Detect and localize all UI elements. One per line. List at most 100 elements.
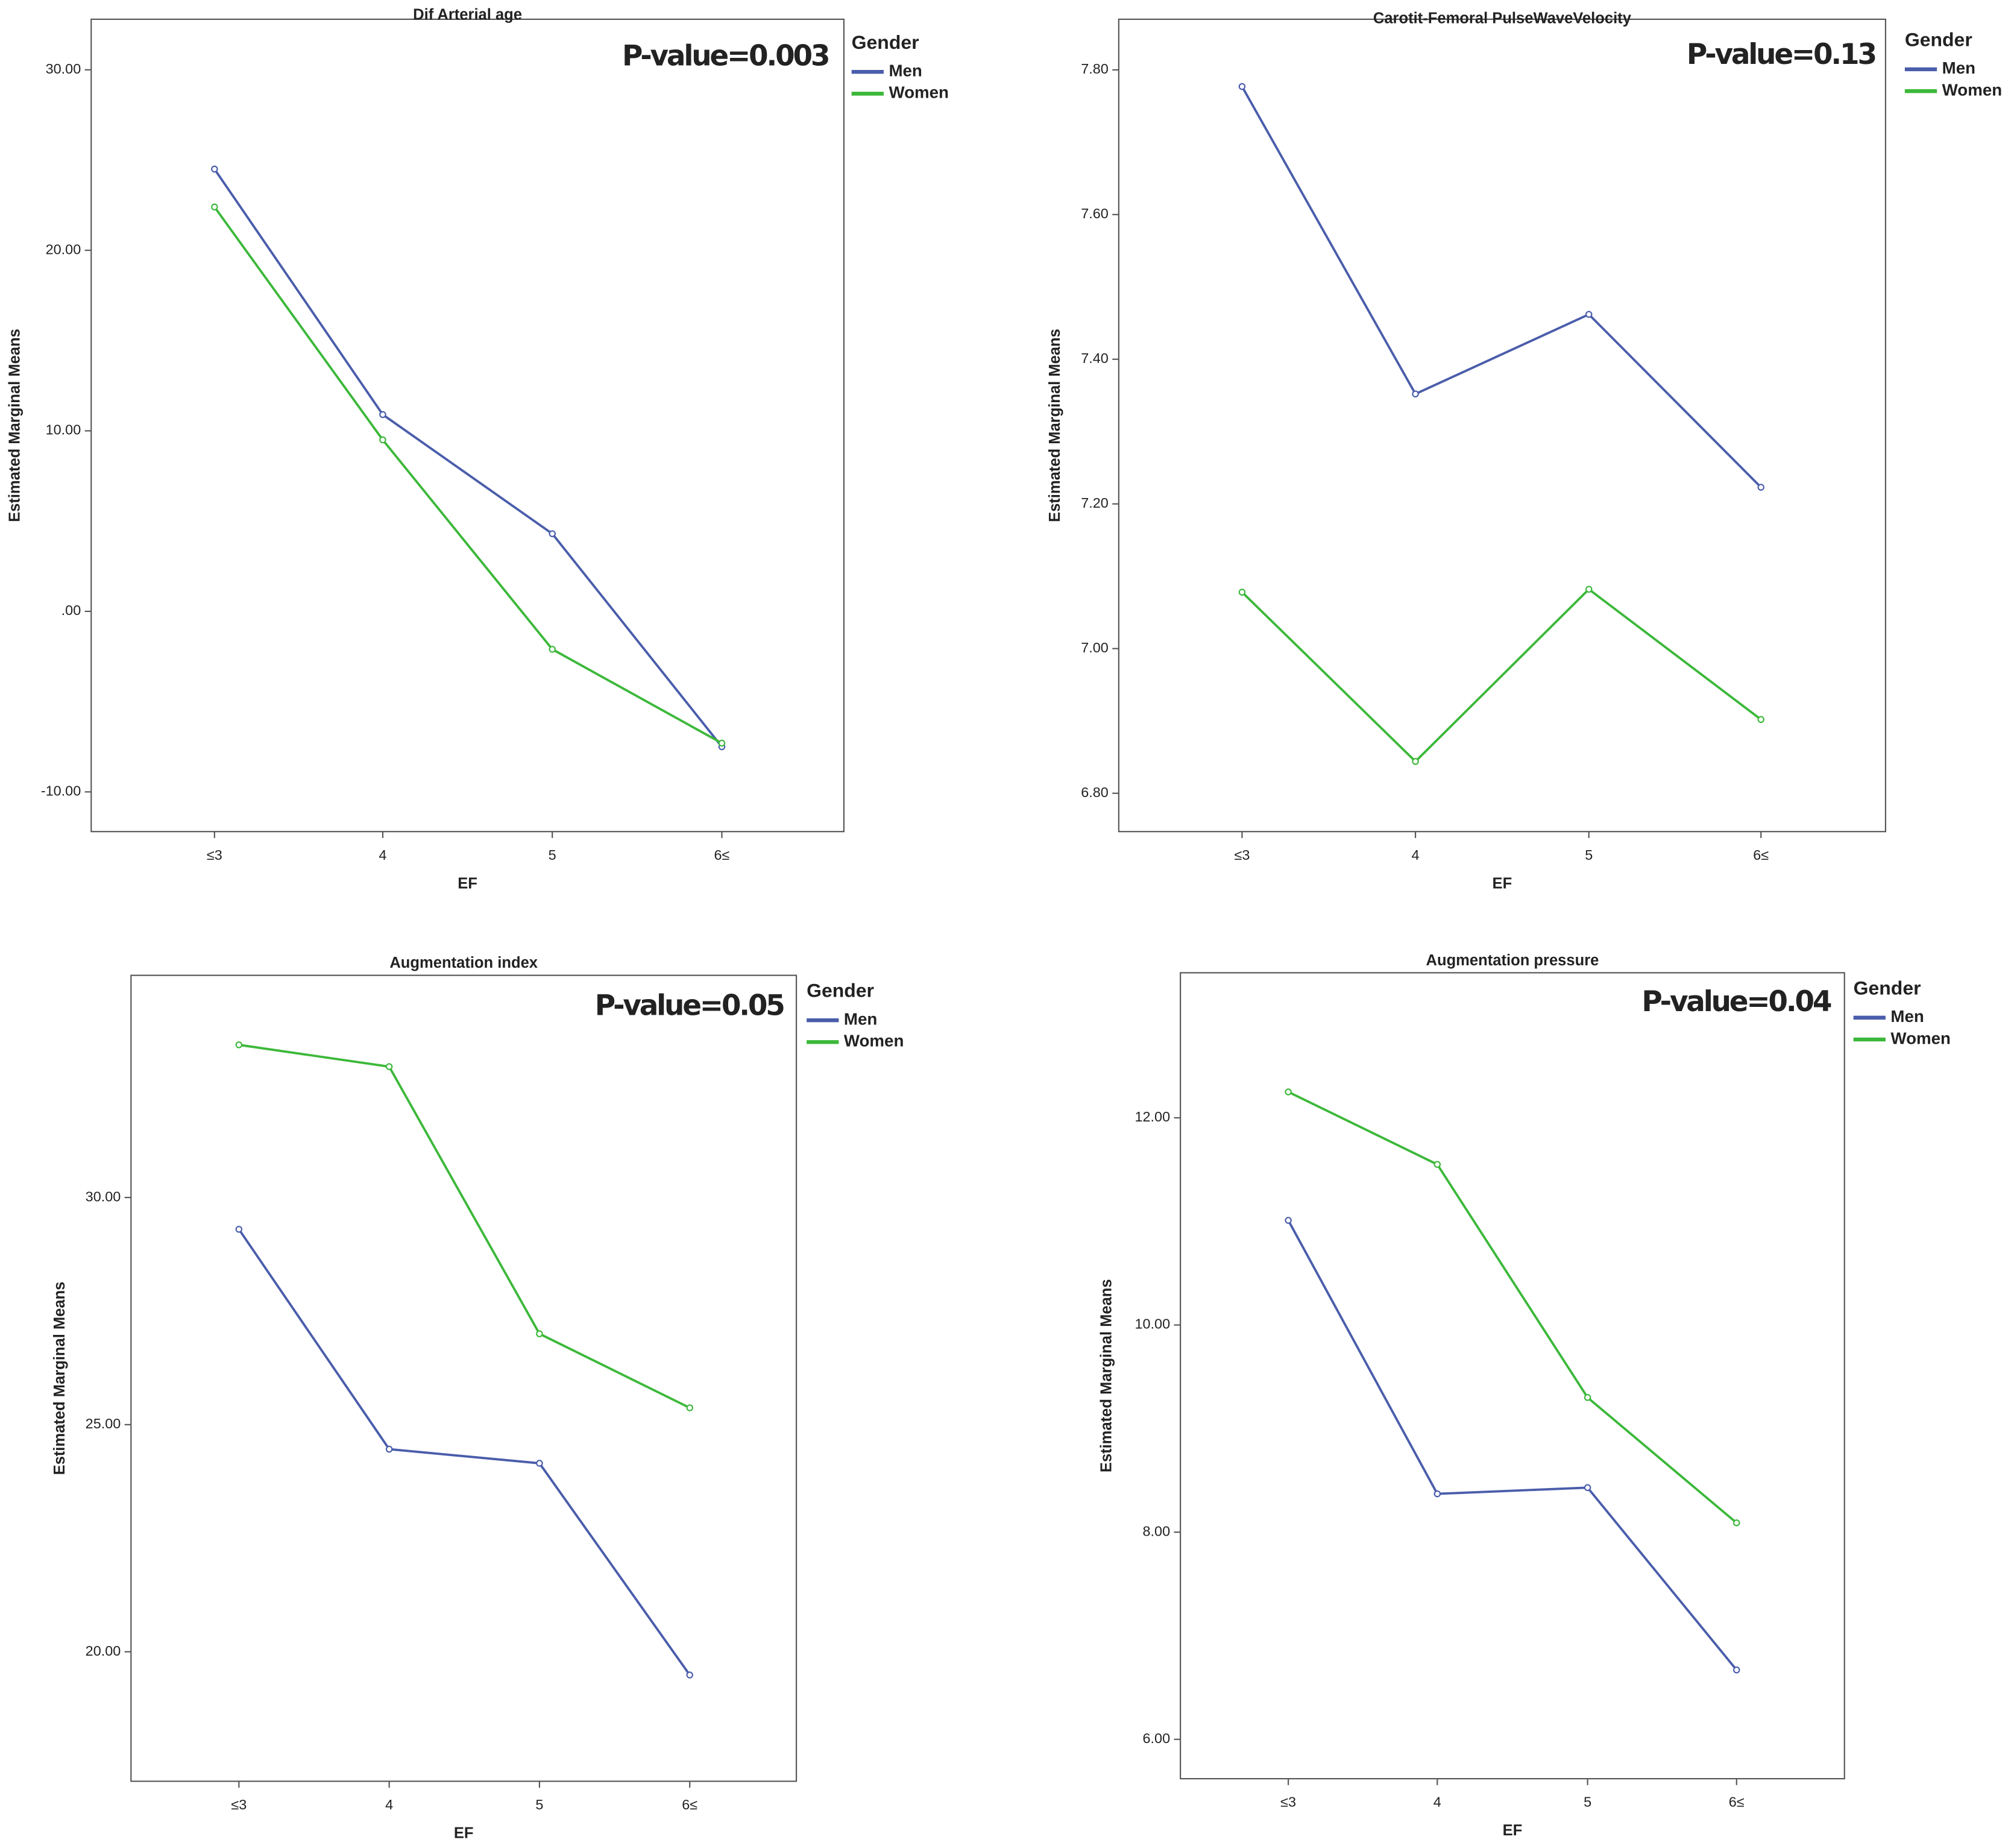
y-axis-label: Estimated Marginal Means <box>1098 1279 1115 1472</box>
x-axis-label: EF <box>1503 1822 1523 1839</box>
x-axis-label: EF <box>454 1824 474 1841</box>
y-tick-label: 7.20 <box>1081 495 1109 511</box>
plot-frame <box>130 974 798 1782</box>
chart-title: Carotit-Femoral PulseWaveVelocity <box>1373 10 1632 27</box>
y-tick-label: 10.00 <box>1134 1316 1170 1332</box>
legend-label: Men <box>889 61 922 80</box>
plot-frame <box>1180 972 1845 1780</box>
panel: Carotit-Femoral PulseWaveVelocity 7.80 7.6… <box>1046 10 2002 892</box>
legend-title: Gender <box>852 31 919 53</box>
chart-title: Augmentation index <box>389 954 538 971</box>
data-point <box>211 165 218 173</box>
x-axis-label: EF <box>1493 875 1512 892</box>
data-point <box>1285 1088 1292 1096</box>
y-tick-label: -10.00 <box>41 783 81 799</box>
data-point <box>235 1041 243 1049</box>
annotation: P-value=0.003 <box>622 40 828 72</box>
y-tick-label: 7.80 <box>1081 61 1109 77</box>
panel: Augmentation pressure 12.00 10.00 8.00 6.00 ≤… <box>1098 952 1950 1839</box>
x-tick-label: 4 <box>379 847 386 863</box>
annotation: P-value=0.04 <box>1641 986 1831 1018</box>
legend-label: Women <box>844 1032 904 1050</box>
y-tick-label: 6.80 <box>1081 784 1109 800</box>
legend-label: Women <box>1890 1029 1950 1047</box>
data-point <box>549 646 556 653</box>
x-tick-label: 5 <box>1585 847 1593 863</box>
data-point <box>1733 1519 1740 1527</box>
series-line <box>213 206 723 745</box>
x-tick-label: 5 <box>535 1797 543 1812</box>
data-point <box>1412 758 1419 765</box>
legend-label: Men <box>1942 58 1975 77</box>
x-tick-label: 5 <box>549 847 556 863</box>
x-tick-label: ≤3 <box>207 847 222 863</box>
data-point <box>235 1226 243 1233</box>
panel: Augmentation index 30.00 25.00 20.00 ≤3 4 5 6≤ E… <box>51 954 904 1841</box>
data-point <box>718 739 726 747</box>
data-point <box>1285 1217 1292 1224</box>
plot-frame <box>1118 18 1886 833</box>
y-tick-label: 30.00 <box>86 1188 121 1204</box>
annotation: P-value=0.05 <box>595 989 784 1022</box>
data-point <box>1757 484 1764 491</box>
data-point <box>1757 716 1764 724</box>
data-point <box>385 1063 393 1070</box>
x-tick-label: 6≤ <box>714 847 730 863</box>
x-tick-label: 4 <box>1433 1794 1441 1810</box>
legend-label: Men <box>1890 1007 1924 1026</box>
data-point <box>549 530 556 537</box>
plot-frame <box>90 18 845 833</box>
y-tick-label: 6.00 <box>1143 1730 1171 1746</box>
x-tick-label: 4 <box>1412 847 1420 863</box>
y-tick-label: .00 <box>61 602 81 618</box>
y-tick-label: 30.00 <box>46 61 81 77</box>
x-tick-label: ≤3 <box>1280 1794 1296 1810</box>
data-point <box>379 411 386 418</box>
x-tick-label: ≤3 <box>231 1797 247 1812</box>
data-point <box>1584 1484 1591 1492</box>
data-point <box>379 436 386 444</box>
data-point <box>1585 311 1593 318</box>
series-line <box>1288 1091 1737 1524</box>
y-tick-label: 20.00 <box>46 241 81 257</box>
x-tick-label: 6≤ <box>682 1797 697 1812</box>
series-line <box>238 1228 691 1676</box>
data-point <box>211 203 218 211</box>
y-tick-label: 8.00 <box>1143 1523 1171 1539</box>
data-point <box>1238 588 1246 596</box>
chart-title: Dif Arterial age <box>413 6 522 23</box>
y-tick-label: 7.60 <box>1081 206 1109 221</box>
legend-label: Women <box>889 83 948 102</box>
series-line <box>1241 86 1762 488</box>
series-line <box>239 1044 691 1409</box>
y-tick-label: 7.40 <box>1081 350 1109 366</box>
legend-label: Women <box>1942 80 2002 99</box>
y-tick-label: 20.00 <box>86 1643 121 1659</box>
data-point <box>385 1445 393 1453</box>
panel: Dif Arterial age 30.00 20.00 10.00 .00 -10.00… <box>6 6 949 892</box>
y-axis-label: Estimated Marginal Means <box>6 329 23 522</box>
data-point <box>686 1404 693 1411</box>
x-tick-label: ≤3 <box>1234 847 1250 863</box>
data-point <box>1412 390 1419 398</box>
data-point <box>1433 1490 1441 1498</box>
legend-title: Gender <box>1854 977 1921 999</box>
y-tick-label: 7.00 <box>1081 640 1109 655</box>
data-point <box>1585 585 1593 593</box>
y-tick-label: 12.00 <box>1134 1109 1170 1124</box>
x-tick-label: 6≤ <box>1729 1794 1745 1810</box>
series-line <box>1287 1220 1738 1671</box>
series-line <box>213 168 723 748</box>
series-line <box>1241 587 1762 763</box>
y-tick-label: 25.00 <box>86 1416 121 1431</box>
legend-label: Men <box>844 1009 877 1028</box>
data-point <box>536 1330 543 1337</box>
y-tick-label: 10.00 <box>46 422 81 438</box>
data-point <box>686 1671 693 1679</box>
data-point <box>1238 83 1246 90</box>
legend-title: Gender <box>807 980 874 1001</box>
x-axis-label: EF <box>458 875 477 892</box>
annotation: P-value=0.13 <box>1687 39 1875 71</box>
